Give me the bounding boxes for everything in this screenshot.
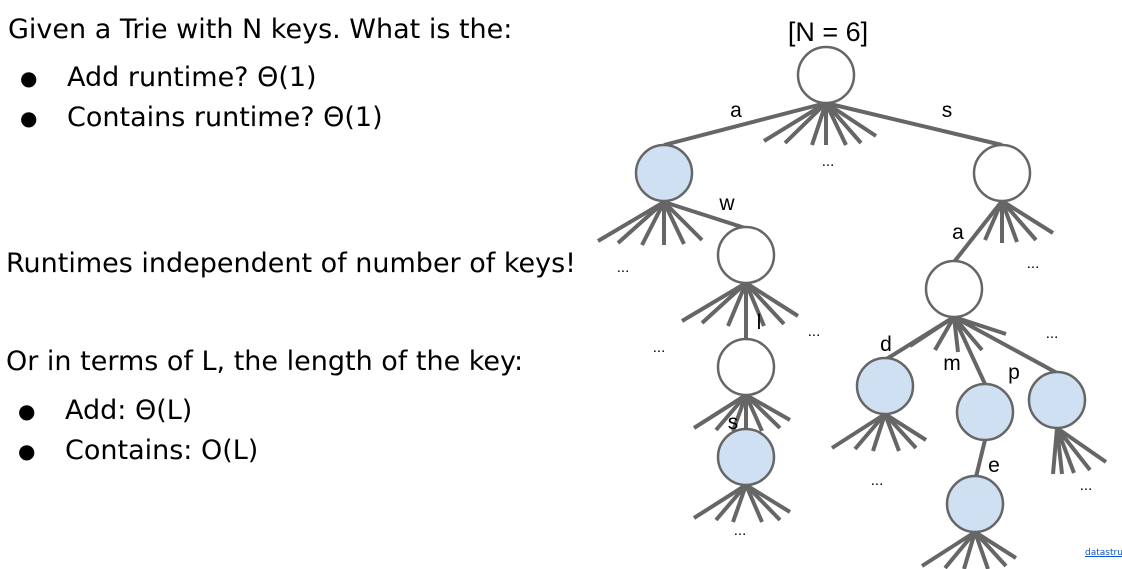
awl-stubs [692,393,791,432]
footer-link[interactable]: datastruc [1085,548,1122,558]
edge-label-w: w [718,192,735,215]
ellipsis: ... [653,339,666,356]
ellipsis: ... [1027,255,1040,272]
add-length-item: Add: Θ(L) [65,395,193,426]
aw-stubs [680,281,800,327]
edge-root-a [663,101,827,147]
question-heading: Given a Trie with N keys. What is the: [8,14,513,45]
ellipsis: ... [1046,325,1059,342]
trie-node-aw [716,225,776,285]
same-stubs [920,530,1018,569]
edge-label-s: s [942,99,953,122]
trie-node-a [634,143,694,203]
edge-root-s [825,101,1003,147]
edge-s-a [952,199,1004,264]
edge-label-p: p [1008,361,1020,384]
root-stubs [762,101,878,146]
ellipsis: ... [617,259,630,276]
contains-runtime-item: Contains runtime? Θ(1) [67,102,383,133]
bullet-marker: ● [20,106,38,130]
bullet-marker: ● [20,66,38,90]
trie-node-s [972,143,1032,203]
edge-label-a2: a [952,221,964,244]
add-runtime-item: Add runtime? Θ(1) [67,62,317,93]
trie-title: [N = 6] [788,17,868,47]
sa-stubs [908,315,1007,353]
awls-stubs [692,483,792,523]
edge-a-w [663,200,746,230]
trie-node-sam [955,382,1015,442]
a-stubs [596,200,704,246]
independence-note: Runtimes independent of number of keys! [6,248,577,279]
trie-nodes [634,45,1087,534]
sap-stubs [1051,426,1108,475]
ellipsis: ... [822,153,835,170]
ellipsis: ... [1080,477,1093,494]
bullet-marker: ● [18,439,36,463]
s-stubs [983,199,1055,243]
edge-label-m: m [943,352,961,375]
trie-node-same [945,474,1005,534]
edge-labels: a s w a l d m p s e [718,99,1019,477]
trie-node-awls [716,427,776,487]
trie-node-sap [1027,370,1087,430]
ellipsis: ... [871,472,884,489]
trie-node-sa [924,259,984,319]
sad-stubs [830,412,928,452]
bullet-marker: ● [18,399,36,423]
edge-sa-m [952,316,987,385]
edge-label-a: a [730,99,742,122]
trie-node-sad [855,356,915,416]
trie-node-root [796,45,856,105]
trie-edges [596,101,1108,569]
trie-node-awl [716,337,776,397]
ellipsis-markers: ... ... ... ... ... ... ... ... ... [617,153,1093,539]
edge-label-l: l [757,311,762,334]
contains-length-item: Contains: O(L) [65,435,259,466]
edge-label-s2: s [728,411,739,434]
ellipsis: ... [734,522,747,539]
edge-label-e: e [988,454,1000,477]
length-heading: Or in terms of L, the length of the key: [6,346,524,377]
ellipsis: ... [808,323,821,340]
edge-sa-p [953,315,1058,375]
edge-label-d: d [880,333,892,356]
edge-sam-e [974,439,987,478]
